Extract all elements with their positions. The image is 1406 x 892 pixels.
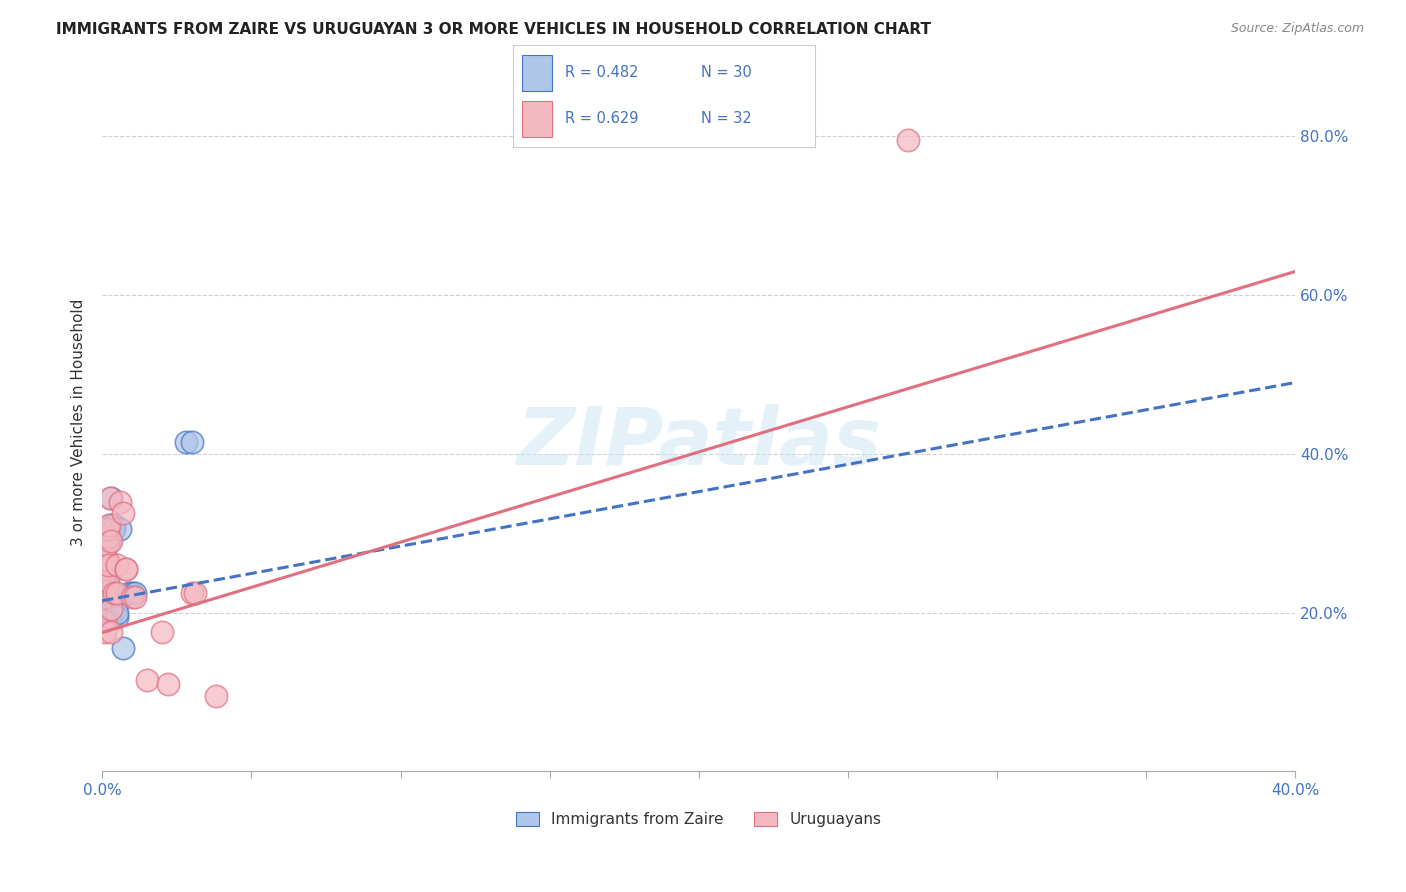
- Point: [100, 491, 122, 505]
- Point: [103, 518, 125, 533]
- Point: [100, 625, 122, 640]
- Point: [97, 554, 120, 568]
- Point: [94, 601, 117, 615]
- Text: R = 0.482: R = 0.482: [565, 65, 638, 80]
- Point: [118, 586, 141, 600]
- Point: [97, 518, 120, 533]
- Point: [183, 586, 205, 600]
- Point: [180, 435, 202, 450]
- FancyBboxPatch shape: [522, 101, 553, 137]
- Point: [97, 522, 120, 536]
- Point: [100, 534, 122, 549]
- Point: [97, 530, 120, 544]
- Point: [108, 522, 131, 536]
- Text: IMMIGRANTS FROM ZAIRE VS URUGUAYAN 3 OR MORE VEHICLES IN HOUSEHOLD CORRELATION C: IMMIGRANTS FROM ZAIRE VS URUGUAYAN 3 OR …: [56, 22, 931, 37]
- Point: [112, 507, 135, 521]
- Text: ZIPatlas: ZIPatlas: [516, 404, 882, 482]
- Y-axis label: 3 or more Vehicles in Household: 3 or more Vehicles in Household: [72, 299, 86, 546]
- Text: R = 0.629: R = 0.629: [565, 112, 638, 127]
- Point: [93, 570, 115, 584]
- Text: N = 30: N = 30: [700, 65, 751, 80]
- Text: N = 32: N = 32: [700, 112, 751, 127]
- Point: [103, 586, 125, 600]
- Point: [94, 614, 117, 628]
- Point: [96, 582, 118, 596]
- Point: [97, 578, 120, 592]
- Point: [94, 593, 117, 607]
- Point: [96, 554, 118, 568]
- Point: [105, 558, 128, 572]
- Point: [105, 606, 128, 620]
- Point: [180, 586, 202, 600]
- Point: [174, 435, 197, 450]
- Point: [115, 562, 138, 576]
- Point: [150, 625, 173, 640]
- Legend: Immigrants from Zaire, Uruguayans: Immigrants from Zaire, Uruguayans: [510, 806, 887, 833]
- Point: [100, 609, 122, 624]
- Point: [108, 494, 131, 508]
- Point: [97, 574, 120, 588]
- Point: [94, 593, 117, 607]
- Point: [105, 609, 128, 624]
- Point: [136, 673, 159, 687]
- Point: [115, 562, 138, 576]
- Point: [98, 491, 121, 505]
- Point: [94, 562, 117, 576]
- Point: [104, 601, 127, 615]
- Point: [94, 606, 117, 620]
- Point: [97, 590, 120, 604]
- Point: [124, 590, 146, 604]
- Point: [103, 522, 125, 536]
- Point: [93, 574, 115, 588]
- Point: [105, 586, 128, 600]
- Point: [98, 518, 121, 533]
- Point: [112, 641, 135, 656]
- Point: [96, 538, 118, 552]
- Point: [97, 534, 120, 549]
- Point: [100, 609, 122, 624]
- Point: [156, 677, 179, 691]
- Point: [94, 590, 117, 604]
- FancyBboxPatch shape: [522, 55, 553, 91]
- Point: [97, 558, 120, 572]
- Point: [96, 593, 118, 607]
- Point: [204, 689, 226, 703]
- Point: [97, 586, 120, 600]
- Point: [94, 625, 117, 640]
- Point: [100, 606, 122, 620]
- Point: [897, 133, 920, 147]
- Point: [100, 601, 122, 615]
- Text: Source: ZipAtlas.com: Source: ZipAtlas.com: [1230, 22, 1364, 36]
- Point: [94, 609, 117, 624]
- Point: [121, 590, 143, 604]
- Point: [124, 586, 146, 600]
- Point: [121, 586, 143, 600]
